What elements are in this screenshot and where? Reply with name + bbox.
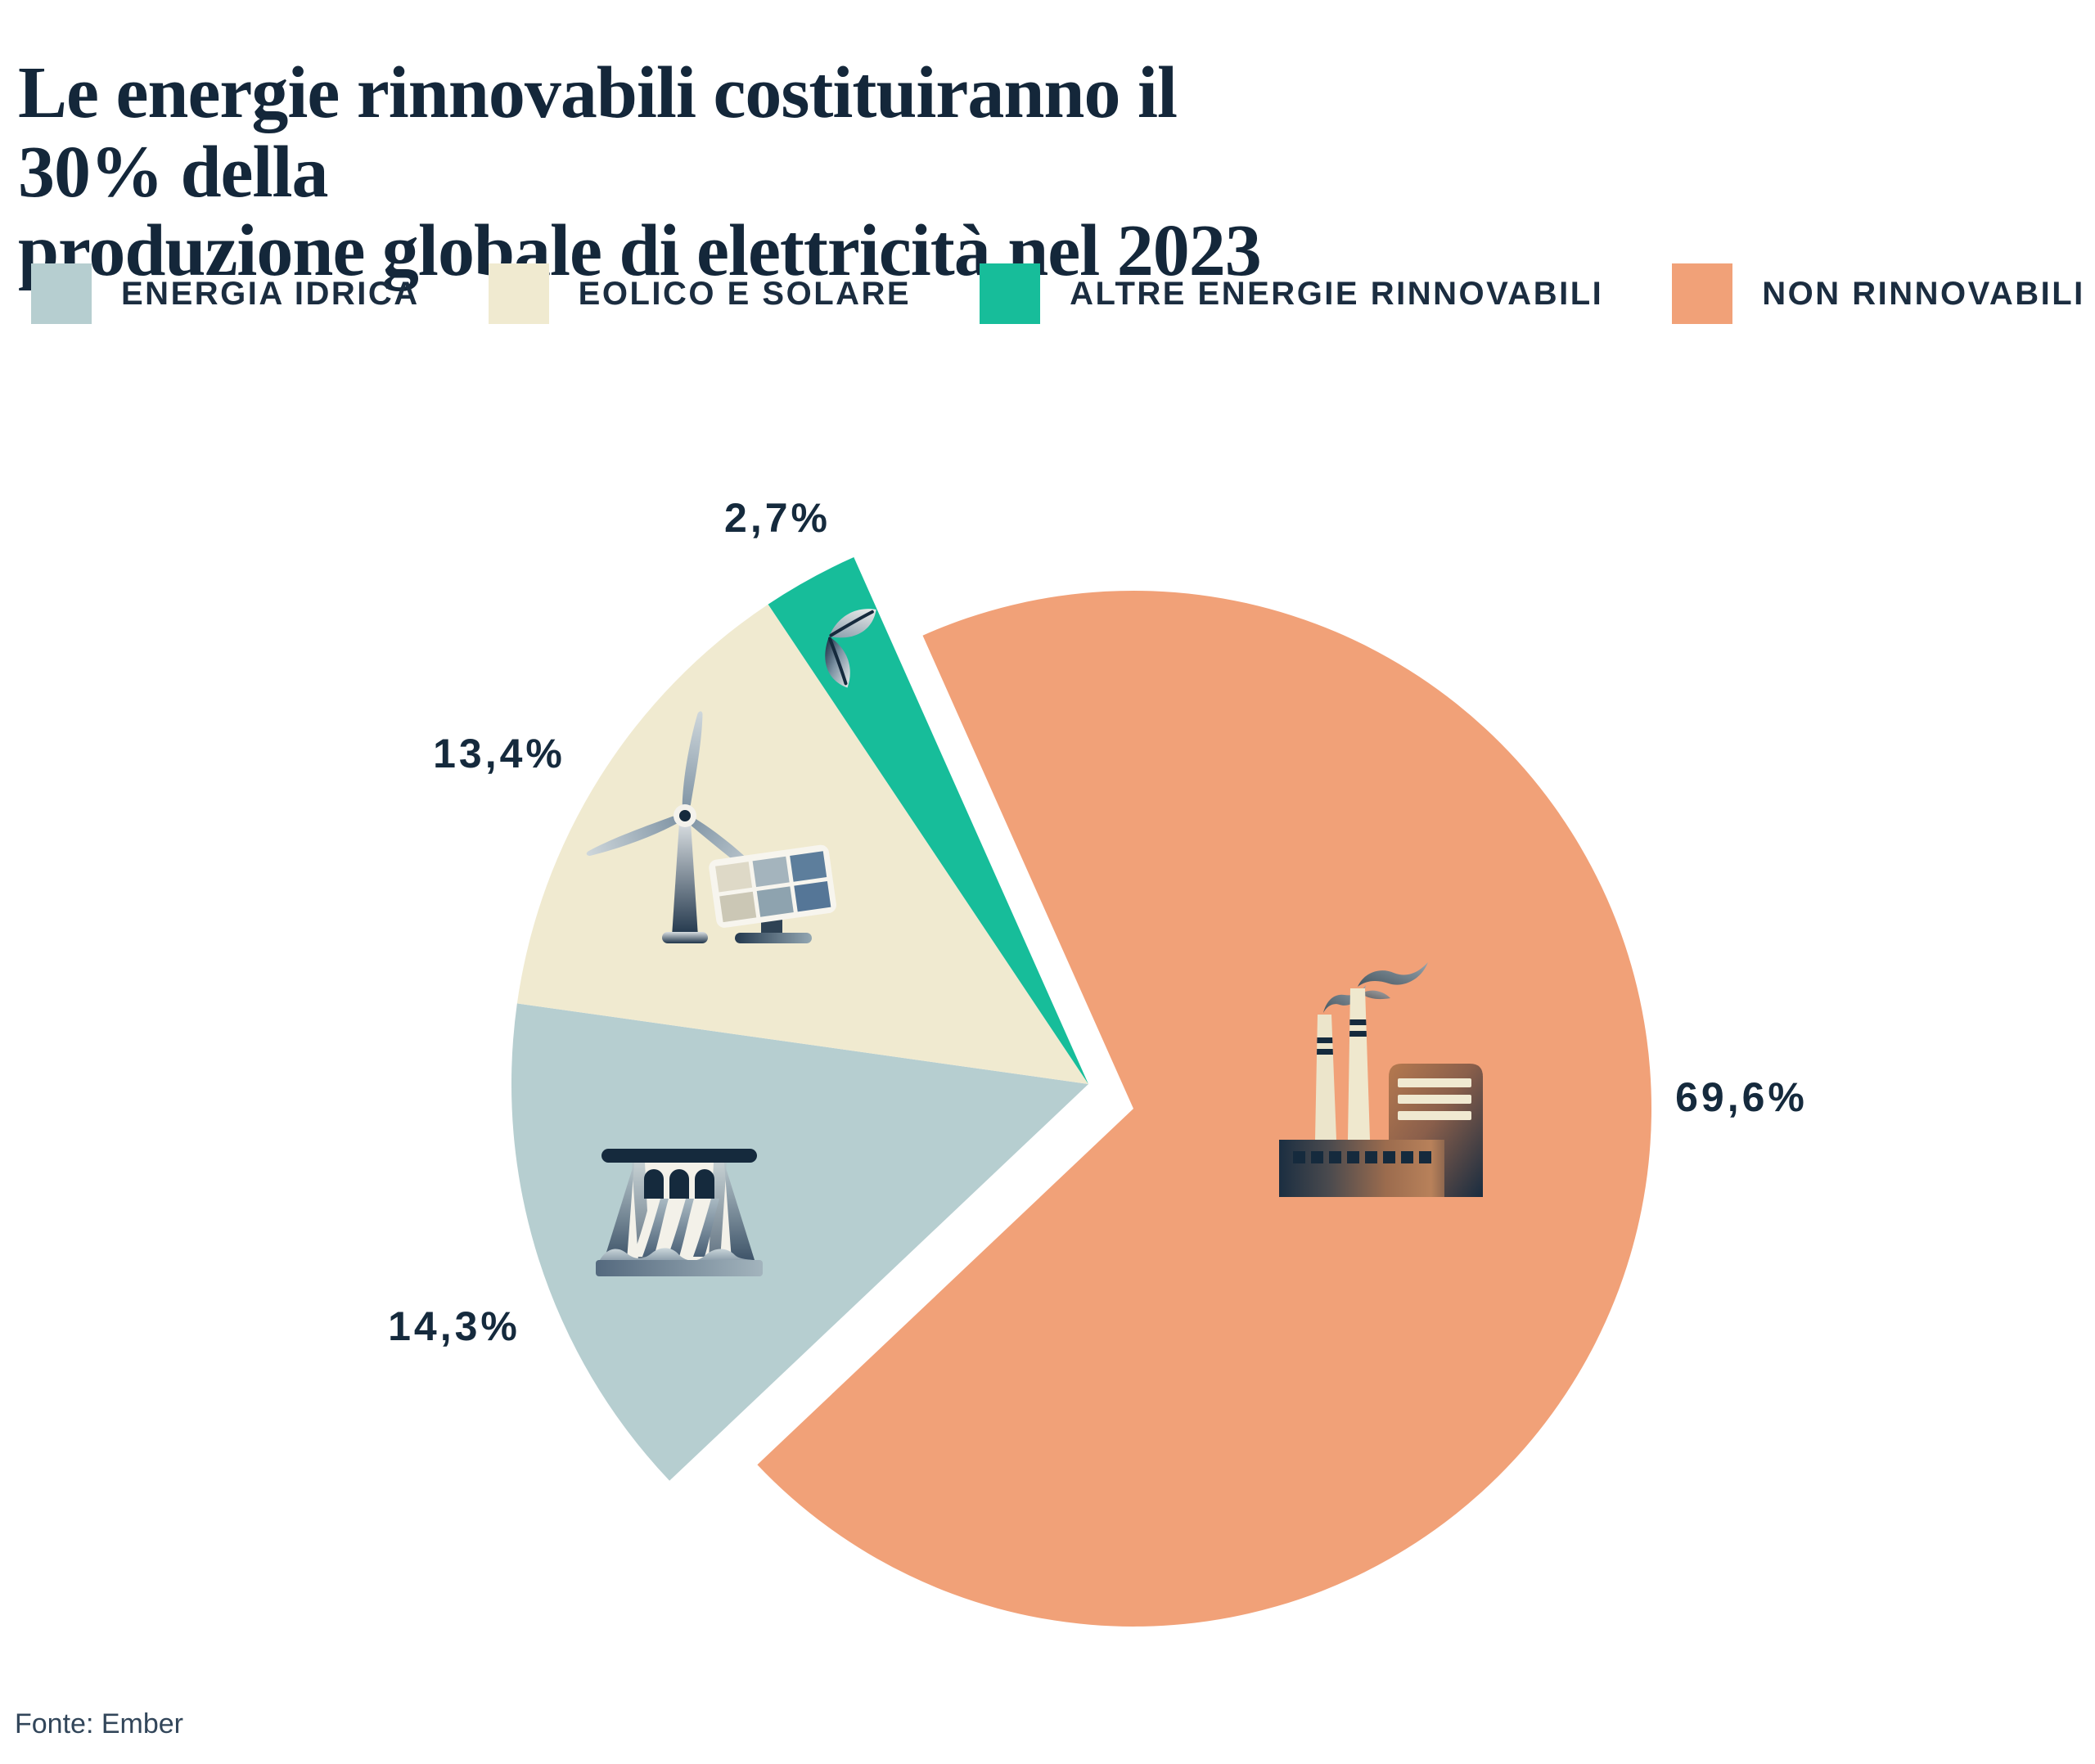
legend-swatch-non-rinnovabili xyxy=(1672,263,1733,324)
factory-icon xyxy=(1279,962,1483,1197)
source-note: Fonte: Ember xyxy=(15,1708,183,1739)
legend-label: ALTRE ENERGIE RINNOVABILI xyxy=(1070,275,1604,312)
legend-item-energia-idrica: ENERGIA IDRICA xyxy=(31,263,420,324)
legend: ENERGIA IDRICA EOLICO E SOLARE ALTRE ENE… xyxy=(31,263,2085,324)
legend-item-altre-energie-rinnovabili: ALTRE ENERGIE RINNOVABILI xyxy=(980,263,1603,324)
legend-swatch-altre-energie-rinnovabili xyxy=(980,263,1041,324)
legend-label: NON RINNOVABILI xyxy=(1762,275,2085,312)
slice-label-energia-idrica: 14,3% xyxy=(388,1303,520,1349)
slice-non-rinnovabili xyxy=(757,590,1652,1627)
slice-label-eolico-e-solare: 13,4% xyxy=(433,731,565,776)
slice-energia-idrica xyxy=(511,1003,1088,1481)
legend-swatch-energia-idrica xyxy=(31,263,92,324)
slice-label-non-rinnovabili: 69,6% xyxy=(1675,1074,1808,1120)
wind-solar-icon xyxy=(586,711,836,943)
legend-label: ENERGIA IDRICA xyxy=(121,275,420,312)
dam-icon xyxy=(596,1149,763,1276)
legend-item-eolico-e-solare: EOLICO E SOLARE xyxy=(488,263,912,324)
leaf-icon xyxy=(825,609,876,688)
slice-label-altre-energie-rinnovabili: 2,7% xyxy=(724,495,831,541)
slice-eolico-e-solare xyxy=(516,604,1088,1084)
legend-swatch-eolico-e-solare xyxy=(488,263,549,324)
legend-label: EOLICO E SOLARE xyxy=(578,275,912,312)
slice-altre-energie-rinnovabili xyxy=(768,557,1088,1084)
legend-item-non-rinnovabili: NON RINNOVABILI xyxy=(1672,263,2085,324)
